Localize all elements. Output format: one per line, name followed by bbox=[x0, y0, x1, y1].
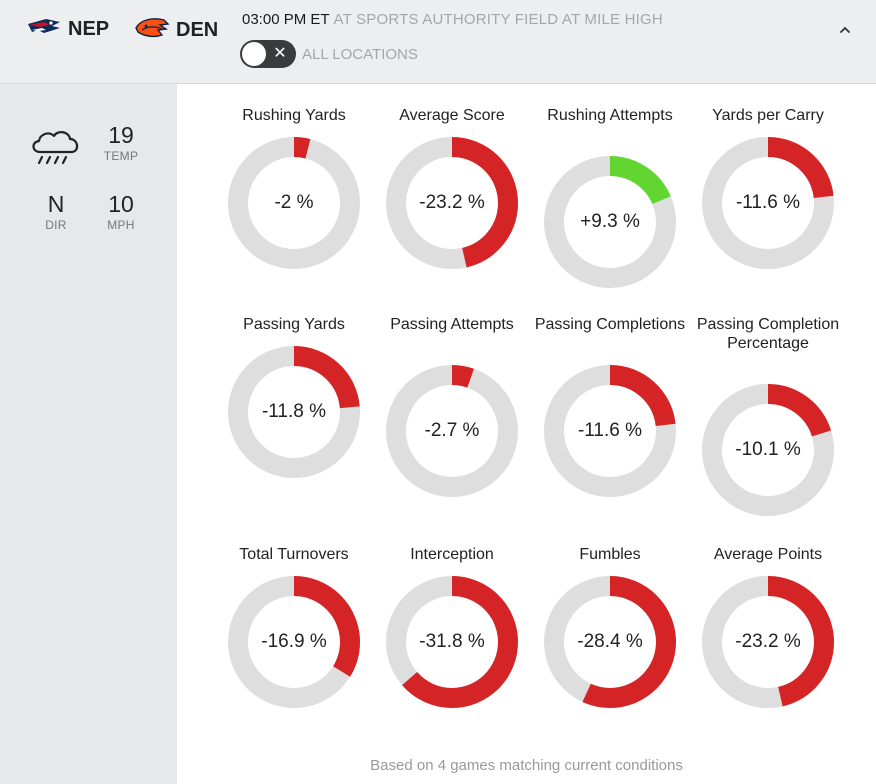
temperature-value: 19 bbox=[108, 122, 134, 148]
donut-svg bbox=[544, 156, 676, 288]
away-team: NEP bbox=[26, 16, 109, 43]
stat-title: Total Turnovers bbox=[239, 546, 349, 563]
kickoff-time: 03:00 PM ET bbox=[242, 11, 330, 28]
stat-donut: -31.8 % bbox=[386, 576, 518, 708]
donut-svg bbox=[544, 576, 676, 708]
stat-value: -2 % bbox=[274, 192, 314, 213]
weather-panel: 19 TEMP N DIR 10 MPH bbox=[0, 84, 177, 784]
donut-arc bbox=[386, 365, 518, 497]
stat-value: -16.9 % bbox=[261, 631, 327, 652]
home-team: DEN bbox=[134, 16, 218, 45]
stat-title: Fumbles bbox=[579, 546, 641, 563]
donut-svg bbox=[386, 137, 518, 269]
donut-arc bbox=[544, 156, 676, 288]
stat-value: -2.7 % bbox=[424, 420, 480, 441]
stat-tile: Rushing Attempts +9.3 % bbox=[531, 106, 689, 288]
stat-tile: Average Points -23.2 % bbox=[689, 545, 847, 708]
stat-title: Yards per Carry bbox=[712, 107, 824, 124]
stat-donut: -11.6 % bbox=[702, 137, 834, 269]
stat-donut: -16.9 % bbox=[228, 576, 360, 708]
donut-svg bbox=[702, 576, 834, 708]
stat-tile: Passing Completions -11.6 % bbox=[531, 315, 689, 497]
donut-svg bbox=[228, 576, 360, 708]
stat-value: -31.8 % bbox=[419, 631, 485, 652]
stat-title: Rushing Attempts bbox=[547, 107, 673, 124]
stat-title: Average Score bbox=[399, 107, 505, 124]
donut-svg bbox=[228, 346, 360, 478]
chevron-up-icon[interactable] bbox=[836, 20, 854, 40]
stat-donut: -11.8 % bbox=[228, 346, 360, 478]
donut-arc bbox=[228, 346, 360, 478]
temperature-label: TEMP bbox=[103, 149, 139, 163]
donut-arc bbox=[544, 576, 676, 708]
stat-donut: -2.7 % bbox=[386, 365, 518, 497]
patriots-logo-icon bbox=[26, 16, 62, 43]
stats-grid: Rushing Yards -2 % Average Score -23.2 % Rus… bbox=[177, 84, 876, 784]
games-footnote: Based on 4 games matching current condit… bbox=[370, 757, 683, 774]
donut-arc bbox=[702, 384, 834, 516]
donut-arc bbox=[702, 137, 834, 269]
stat-value: -28.4 % bbox=[577, 631, 643, 652]
donut-svg bbox=[544, 365, 676, 497]
wind-speed-value: 10 bbox=[108, 191, 134, 217]
stat-donut: -28.4 % bbox=[544, 576, 676, 708]
stat-tile: Passing Yards -11.8 % bbox=[215, 315, 373, 478]
stat-title: Passing Completion Percentage bbox=[696, 316, 840, 352]
stat-title: Passing Completions bbox=[534, 316, 686, 333]
toggle-knob bbox=[242, 42, 266, 66]
stat-tile: Passing Completion Percentage -10.1 % bbox=[689, 315, 847, 516]
stat-title: Rushing Yards bbox=[242, 107, 346, 124]
stat-title: Passing Attempts bbox=[390, 316, 514, 333]
stat-donut: -10.1 % bbox=[702, 384, 834, 516]
donut-arc bbox=[228, 137, 360, 269]
close-icon: ✕ bbox=[273, 45, 287, 62]
donut-svg bbox=[702, 384, 834, 516]
wind-speed-label: MPH bbox=[107, 218, 135, 232]
stat-value: -11.6 % bbox=[735, 192, 801, 213]
home-team-abbr: DEN bbox=[176, 19, 219, 41]
donut-svg bbox=[386, 576, 518, 708]
donut-svg bbox=[702, 137, 834, 269]
broncos-logo-icon bbox=[134, 16, 170, 45]
stat-tile: Total Turnovers -16.9 % bbox=[215, 545, 373, 708]
stat-title: Average Points bbox=[713, 546, 823, 563]
wind-direction-label: DIR bbox=[45, 218, 67, 232]
stat-donut: -23.2 % bbox=[386, 137, 518, 269]
stat-value: -11.8 % bbox=[261, 401, 327, 422]
donut-arc bbox=[702, 576, 834, 708]
stat-value: -11.6 % bbox=[577, 420, 643, 441]
wind-direction-value: N bbox=[47, 191, 65, 217]
stat-donut: +9.3 % bbox=[544, 156, 676, 288]
donut-svg bbox=[386, 365, 518, 497]
donut-arc bbox=[228, 576, 360, 708]
stat-tile: Interception -31.8 % bbox=[373, 545, 531, 708]
rain-cloud-icon bbox=[28, 128, 84, 173]
stat-tile: Average Score -23.2 % bbox=[373, 106, 531, 269]
all-locations-toggle[interactable]: ✕ bbox=[240, 40, 296, 68]
stat-value: +9.3 % bbox=[580, 211, 640, 232]
stat-title: Passing Yards bbox=[243, 316, 345, 333]
game-header: NEP DEN 03:00 PM ET AT SPORTS AUTHORITY F… bbox=[0, 0, 876, 84]
donut-arc bbox=[544, 365, 676, 497]
stat-tile: Yards per Carry -11.6 % bbox=[689, 106, 847, 269]
stat-donut: -2 % bbox=[228, 137, 360, 269]
venue-name: AT SPORTS AUTHORITY FIELD AT MILE HIGH bbox=[333, 11, 663, 28]
donut-arc bbox=[386, 137, 518, 269]
donut-arc bbox=[386, 576, 518, 708]
stat-value: -23.2 % bbox=[735, 631, 801, 652]
stat-donut: -11.6 % bbox=[544, 365, 676, 497]
all-locations-label: ALL LOCATIONS bbox=[302, 46, 418, 63]
stat-value: -23.2 % bbox=[419, 192, 485, 213]
stat-tile: Rushing Yards -2 % bbox=[215, 106, 373, 269]
stat-value: -10.1 % bbox=[735, 439, 801, 460]
stat-tile: Fumbles -28.4 % bbox=[531, 545, 689, 708]
kickoff-info: 03:00 PM ET AT SPORTS AUTHORITY FIELD AT … bbox=[242, 11, 663, 28]
donut-svg bbox=[228, 137, 360, 269]
away-team-abbr: NEP bbox=[68, 18, 110, 40]
stat-donut: -23.2 % bbox=[702, 576, 834, 708]
stat-tile: Passing Attempts -2.7 % bbox=[373, 315, 531, 497]
stat-title: Interception bbox=[410, 546, 494, 563]
